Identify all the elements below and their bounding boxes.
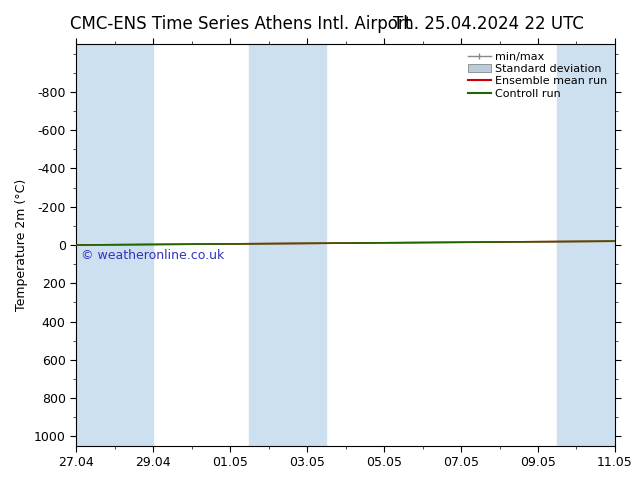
Legend: min/max, Standard deviation, Ensemble mean run, Controll run: min/max, Standard deviation, Ensemble me…	[466, 49, 609, 101]
Bar	[557, 44, 634, 446]
Text: Th. 25.04.2024 22 UTC: Th. 25.04.2024 22 UTC	[392, 15, 584, 33]
Text: CMC-ENS Time Series Athens Intl. Airport: CMC-ENS Time Series Athens Intl. Airport	[70, 15, 411, 33]
Text: © weatheronline.co.uk: © weatheronline.co.uk	[81, 249, 224, 262]
Bar	[249, 44, 327, 446]
Bar	[76, 44, 153, 446]
Y-axis label: Temperature 2m (°C): Temperature 2m (°C)	[15, 179, 29, 311]
